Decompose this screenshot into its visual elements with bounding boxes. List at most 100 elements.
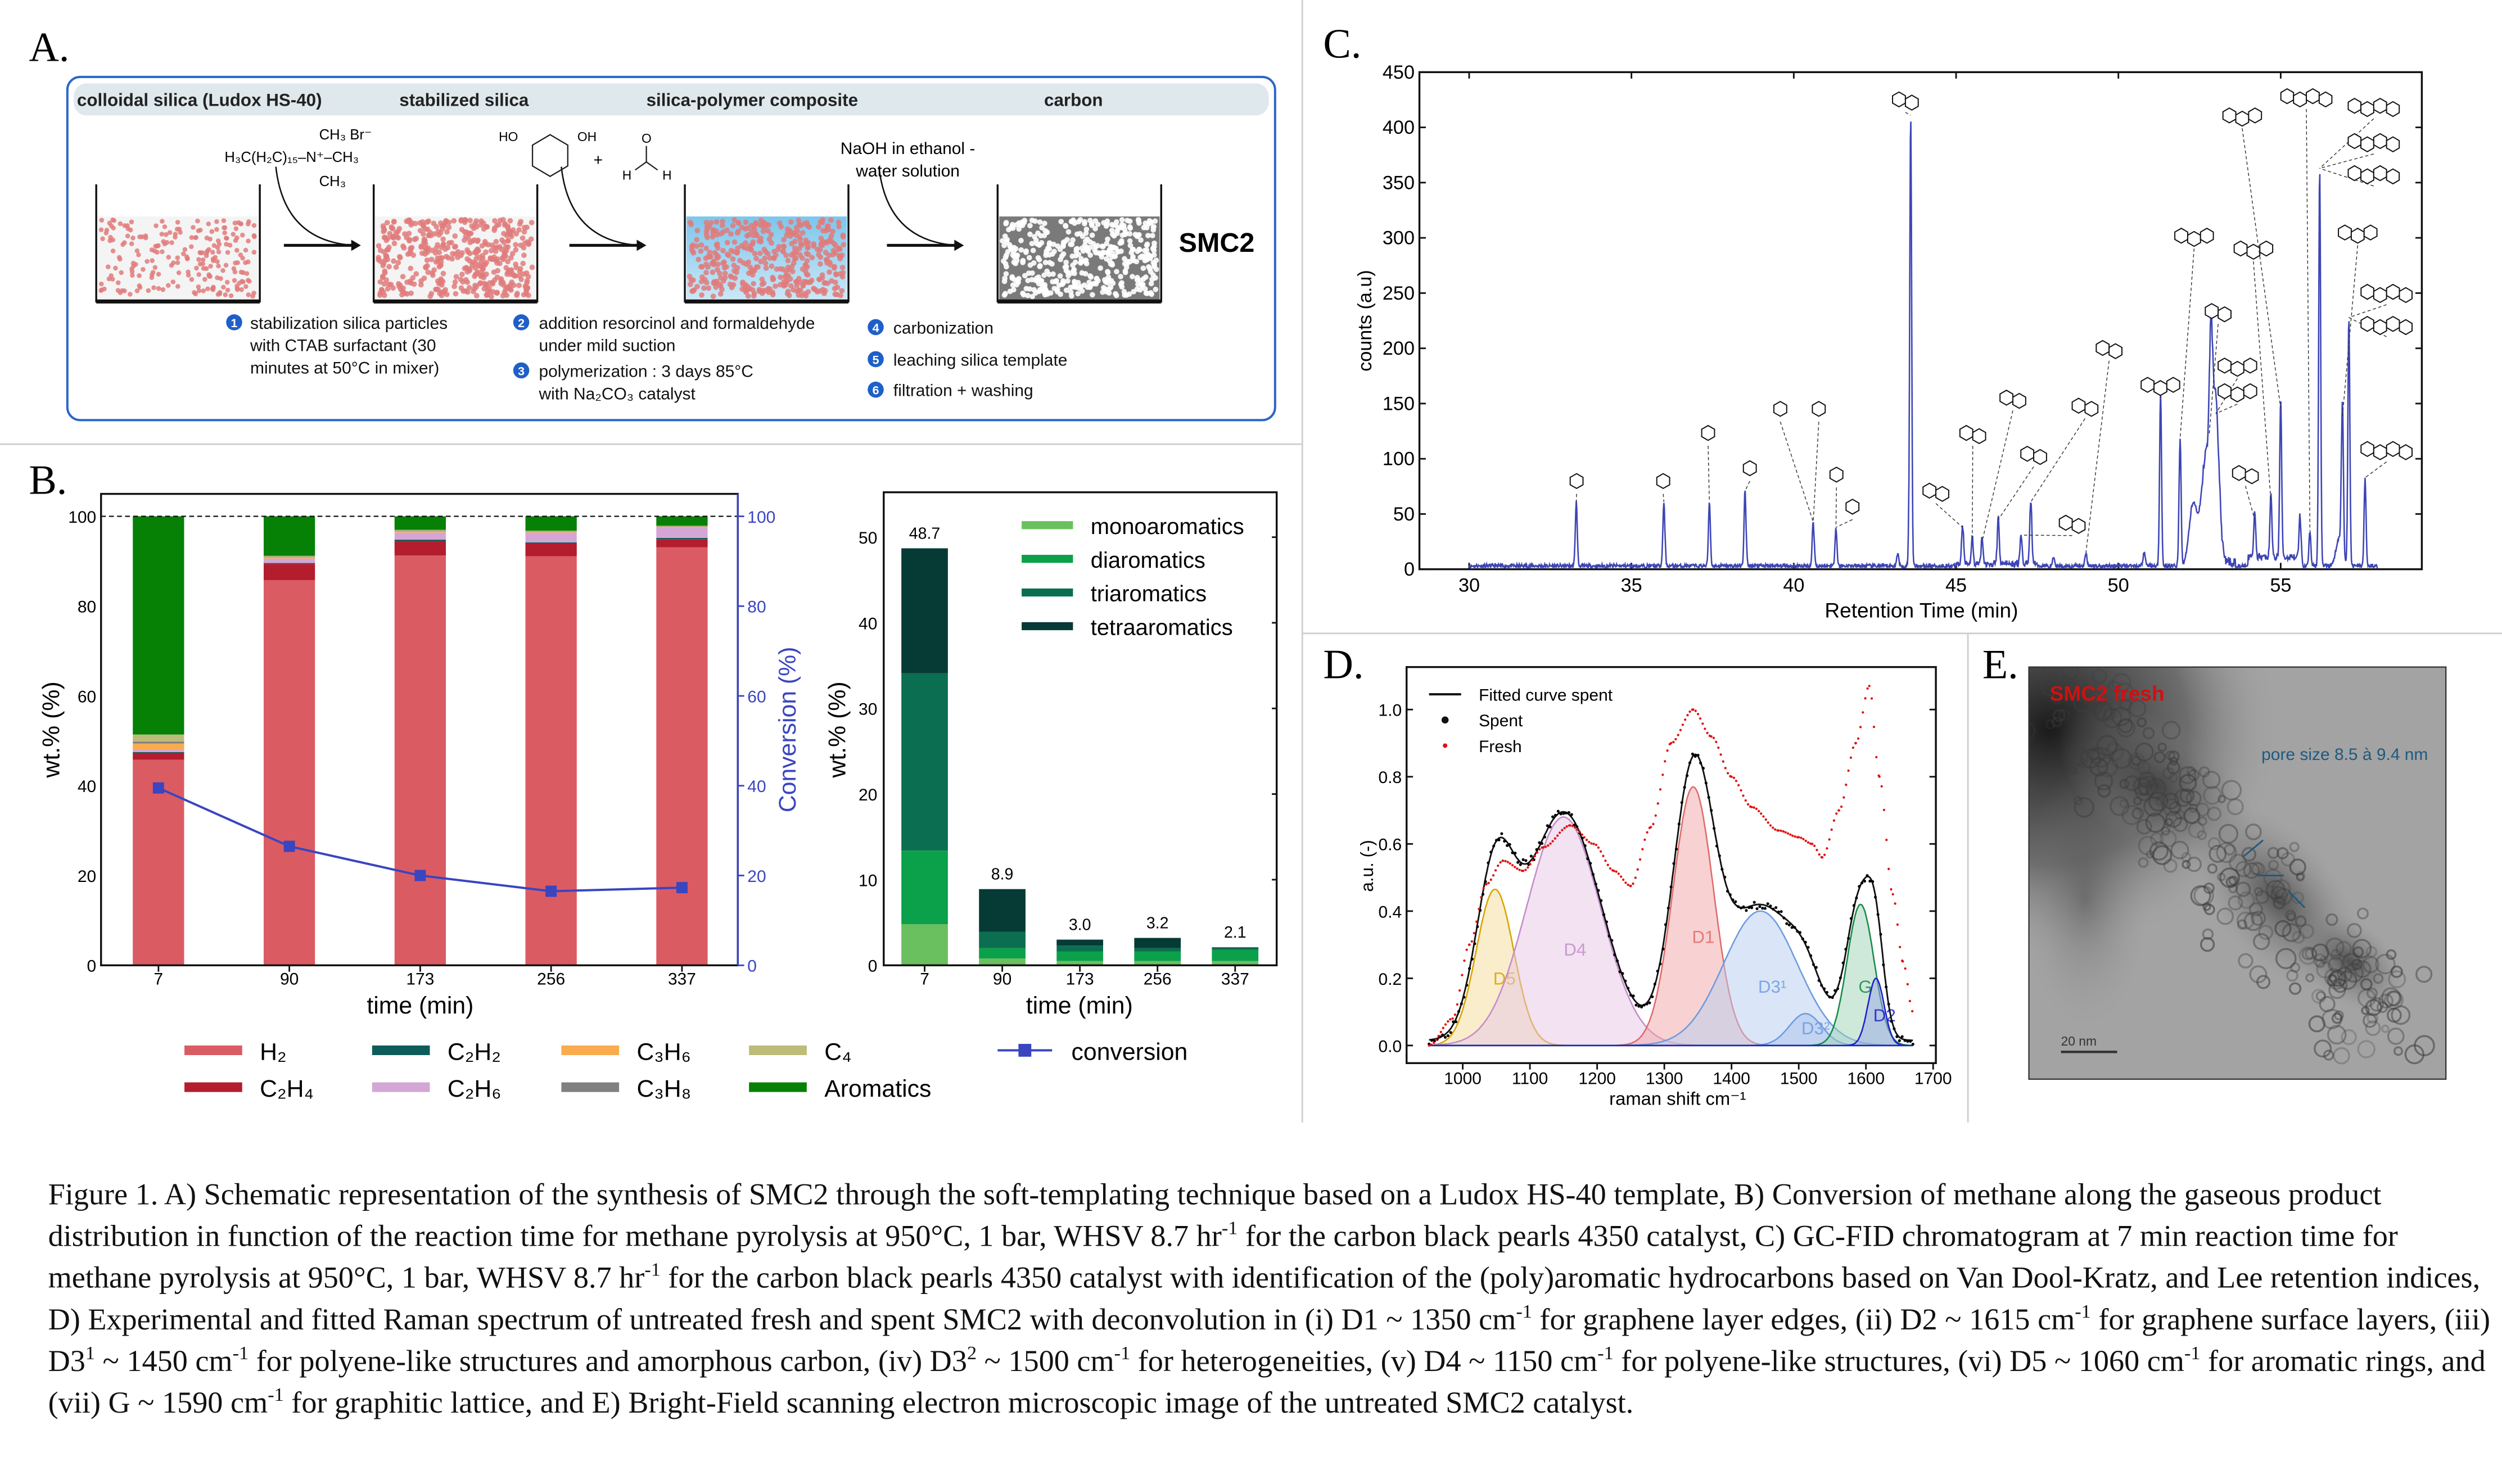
spent-point	[1481, 893, 1485, 896]
x-tick-label: 45	[1945, 575, 1967, 596]
y2-tick-label: 40	[747, 777, 766, 796]
stage-header: stabilized silica	[399, 90, 529, 110]
fresh-point	[1696, 713, 1700, 716]
legend-swatch	[749, 1045, 807, 1056]
spent-point	[1879, 933, 1882, 936]
fresh-point	[1428, 1044, 1430, 1047]
fresh-point	[1435, 1038, 1438, 1041]
spent-point	[1443, 1035, 1447, 1039]
spent-point	[1661, 947, 1665, 951]
x-tick-label: 256	[1144, 970, 1172, 988]
caption-text: for graphene surface layers, (iii) D3	[48, 1304, 2491, 1380]
step-text: leaching silica template	[893, 351, 1068, 369]
spent-point	[1882, 963, 1885, 966]
spent-point	[1906, 1039, 1909, 1043]
plot-frame	[1418, 71, 2423, 571]
x-tick-label: 256	[537, 970, 565, 988]
spent-point	[1672, 862, 1675, 865]
fresh-point	[1684, 718, 1687, 721]
spent-point	[1524, 859, 1528, 862]
fresh-point	[1482, 887, 1485, 890]
bar-segment	[394, 541, 446, 556]
spent-point	[1607, 934, 1611, 938]
bar-segment	[979, 889, 1026, 932]
fresh-point	[1692, 708, 1695, 711]
component-label: D3¹	[1758, 977, 1787, 997]
fresh-point	[1561, 829, 1564, 831]
pore-arrows-icon	[2243, 839, 2306, 908]
bar-segment	[394, 530, 446, 531]
fresh-point	[1619, 875, 1623, 878]
legend-marker	[1441, 716, 1449, 724]
legend-marker	[1018, 1044, 1032, 1057]
x-tick-label: 35	[1621, 575, 1642, 596]
fresh-point	[1674, 738, 1677, 741]
bar-segment	[133, 743, 184, 750]
fresh-point	[1538, 848, 1541, 851]
fresh-point	[1837, 809, 1840, 812]
bar-segment	[656, 516, 708, 526]
y-axis-label: wt.% (%)	[824, 681, 851, 778]
fresh-point	[1710, 735, 1713, 738]
fresh-point	[1835, 812, 1838, 815]
spent-point	[1457, 1010, 1461, 1013]
spent-point	[1868, 879, 1872, 883]
step-text: addition resorcinol and formaldehyde	[539, 314, 815, 333]
fresh-point	[1774, 828, 1777, 831]
fresh-point	[1784, 831, 1787, 834]
x-axis-label: raman shift cm⁻¹	[1609, 1088, 1746, 1109]
ctab-formula-bottom: CH₃	[319, 174, 346, 189]
fresh-point	[1769, 824, 1772, 827]
legend-swatch	[184, 1082, 242, 1092]
fresh-point	[1511, 864, 1514, 867]
fresh-point	[1688, 710, 1691, 713]
spent-point	[1761, 907, 1764, 910]
caption-superscript: -1	[1516, 1300, 1532, 1323]
fresh-point	[1553, 837, 1557, 840]
spent-point	[1780, 910, 1783, 913]
legend-label: Fresh	[1479, 738, 1522, 756]
fresh-point	[1571, 825, 1574, 827]
fresh-point	[1672, 741, 1675, 744]
fresh-point	[1509, 862, 1511, 865]
aromatics-chart: 48.7 7 8.9 90 3.0 173 3.2 256 2.1 337 0 10 20 30 40 50 m…	[824, 491, 1278, 1019]
spent-point	[1701, 767, 1705, 770]
y-axis-label: a.u. (-)	[1357, 840, 1377, 892]
process-arrow-icon	[275, 166, 361, 251]
spent-point	[1430, 1039, 1434, 1042]
fresh-point	[1789, 833, 1792, 836]
formaldehyde-h: H	[662, 168, 671, 182]
caption-text: for polyene-like structures and amorphou…	[249, 1346, 967, 1380]
spent-point	[1462, 996, 1466, 999]
step-text: polymerization : 3 days 85°C	[539, 362, 753, 381]
molecule-structure-icon	[1959, 424, 1986, 539]
fresh-point	[1854, 741, 1857, 745]
spent-point	[1621, 972, 1624, 975]
fresh-point	[1832, 819, 1836, 822]
bar-segment	[394, 532, 446, 540]
x-tick-label: 337	[1221, 970, 1249, 988]
caption-superscript: -1	[644, 1258, 661, 1281]
bar-total-label: 48.7	[909, 524, 941, 542]
fresh-point	[1444, 1023, 1447, 1026]
bar-segment	[394, 540, 446, 541]
legend-label: C₂H₂	[448, 1039, 501, 1066]
fresh-point	[1590, 842, 1593, 845]
legend-label: C₂H₄	[260, 1075, 314, 1102]
fresh-point	[1456, 1003, 1459, 1006]
bar-segment	[133, 749, 184, 752]
legend-swatch	[1022, 521, 1073, 530]
panel-label-a: A.	[29, 24, 69, 70]
y2-tick-label: 100	[747, 508, 775, 527]
fresh-point	[1475, 920, 1478, 923]
y-axis-label: wt.% (%)	[38, 681, 65, 778]
y2-tick-label: 0	[747, 957, 757, 976]
spent-point	[1664, 923, 1667, 926]
caption-text: for graphene layer edges, (ii) D2 ~ 1615…	[1532, 1304, 2075, 1338]
molecule-structure-icon	[1829, 467, 1844, 528]
fresh-point	[1583, 836, 1586, 839]
spent-point	[1898, 1039, 1901, 1042]
bar-segment	[656, 526, 708, 527]
fresh-point	[1551, 840, 1554, 843]
